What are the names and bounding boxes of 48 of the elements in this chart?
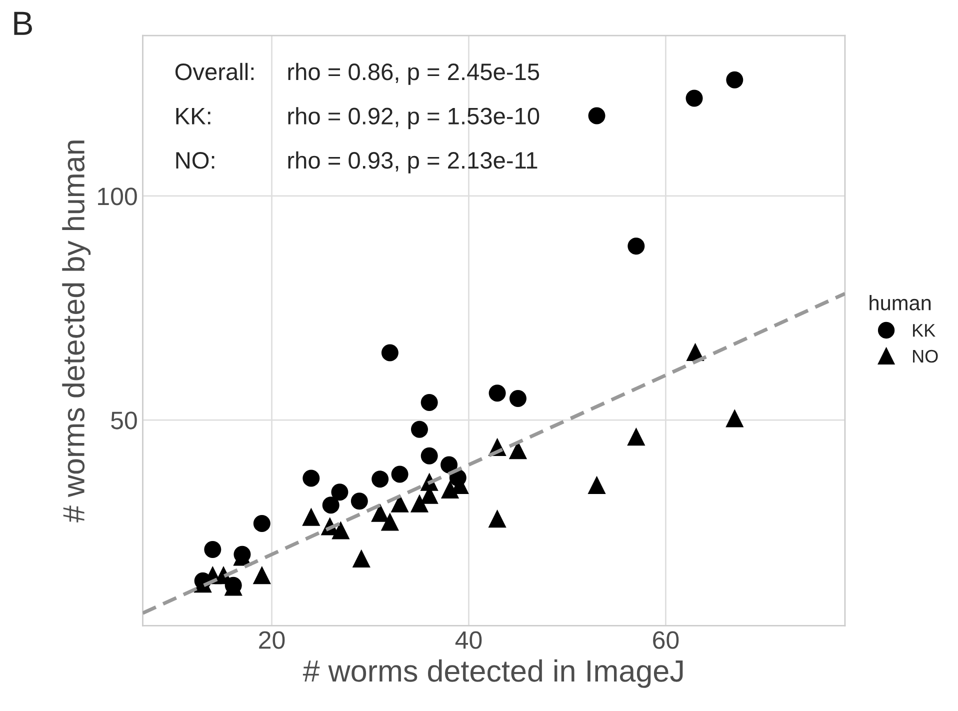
point [322, 496, 340, 514]
x-axis-title: # worms detected in ImageJ [302, 659, 683, 688]
point [410, 420, 428, 438]
point [331, 484, 348, 501]
point [628, 238, 645, 255]
point [302, 470, 320, 487]
point [352, 549, 370, 568]
point [588, 476, 606, 494]
annotation: KK: [176, 108, 210, 124]
point [371, 504, 390, 522]
point [391, 466, 408, 483]
x-tick-label: 60 [653, 631, 679, 649]
point [726, 409, 744, 428]
point [420, 394, 438, 412]
point [627, 428, 646, 446]
point [380, 512, 399, 531]
annotation: Overall: [175, 62, 254, 80]
point [372, 470, 389, 488]
legend-label: KK [913, 324, 936, 337]
point [253, 515, 270, 532]
point [726, 71, 744, 88]
annotation: rho = 0.92, p = 1.53e-10 [288, 107, 540, 130]
point [509, 390, 526, 408]
point [332, 521, 350, 540]
y-tick-label: 50 [111, 412, 137, 430]
point [204, 541, 222, 558]
point [488, 384, 506, 402]
x-tick-label: 20 [259, 631, 285, 649]
y-axis-title: # worms detected by human [62, 140, 91, 522]
x-tick-label: 40 [455, 631, 482, 649]
point [440, 456, 458, 474]
point [410, 494, 429, 512]
point [420, 447, 438, 464]
point [302, 508, 320, 526]
y-tick-label: 100 [98, 188, 137, 206]
point [252, 566, 271, 584]
point [381, 344, 398, 362]
chart-title: B [14, 12, 32, 35]
annotation: rho = 0.93, p = 2.13e-11 [288, 151, 538, 174]
legend-title: human [870, 295, 931, 310]
point [686, 90, 703, 107]
point [390, 494, 409, 512]
point [350, 492, 368, 510]
annotation: NO: [176, 152, 214, 169]
legend-label: NO [913, 350, 938, 363]
point [588, 107, 606, 124]
point [488, 510, 506, 528]
annotation: rho = 0.86, p = 2.45e-15 [288, 62, 540, 85]
